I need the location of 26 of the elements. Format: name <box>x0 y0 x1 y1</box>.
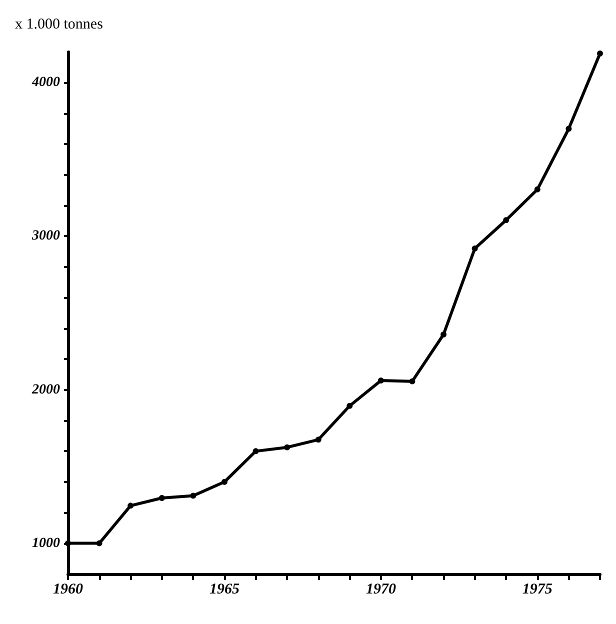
x-tick-label: 1975 <box>522 582 553 598</box>
x-tick-label: 1960 <box>53 582 84 598</box>
y-tick-label: 3000 <box>31 228 60 244</box>
point <box>503 217 510 224</box>
point <box>472 246 478 252</box>
y-axis-title: x 1.000 tonnes <box>15 16 104 32</box>
point <box>190 492 196 499</box>
y-tick-label: 1000 <box>32 536 60 551</box>
y-tick-label: 2000 <box>31 382 60 398</box>
point <box>440 331 447 338</box>
y-tick-label: 4000 <box>31 75 60 90</box>
point <box>378 378 384 384</box>
point <box>315 436 322 443</box>
point <box>534 186 540 192</box>
point <box>128 502 134 509</box>
point <box>346 402 353 409</box>
x-tick-label: 1965 <box>209 582 240 598</box>
point <box>158 495 165 501</box>
point <box>252 448 259 454</box>
point <box>409 378 416 384</box>
point <box>96 540 102 546</box>
x-tick-label: 1970 <box>366 582 396 598</box>
point <box>566 126 572 132</box>
point <box>221 478 228 485</box>
point <box>284 444 290 450</box>
point <box>597 50 603 57</box>
